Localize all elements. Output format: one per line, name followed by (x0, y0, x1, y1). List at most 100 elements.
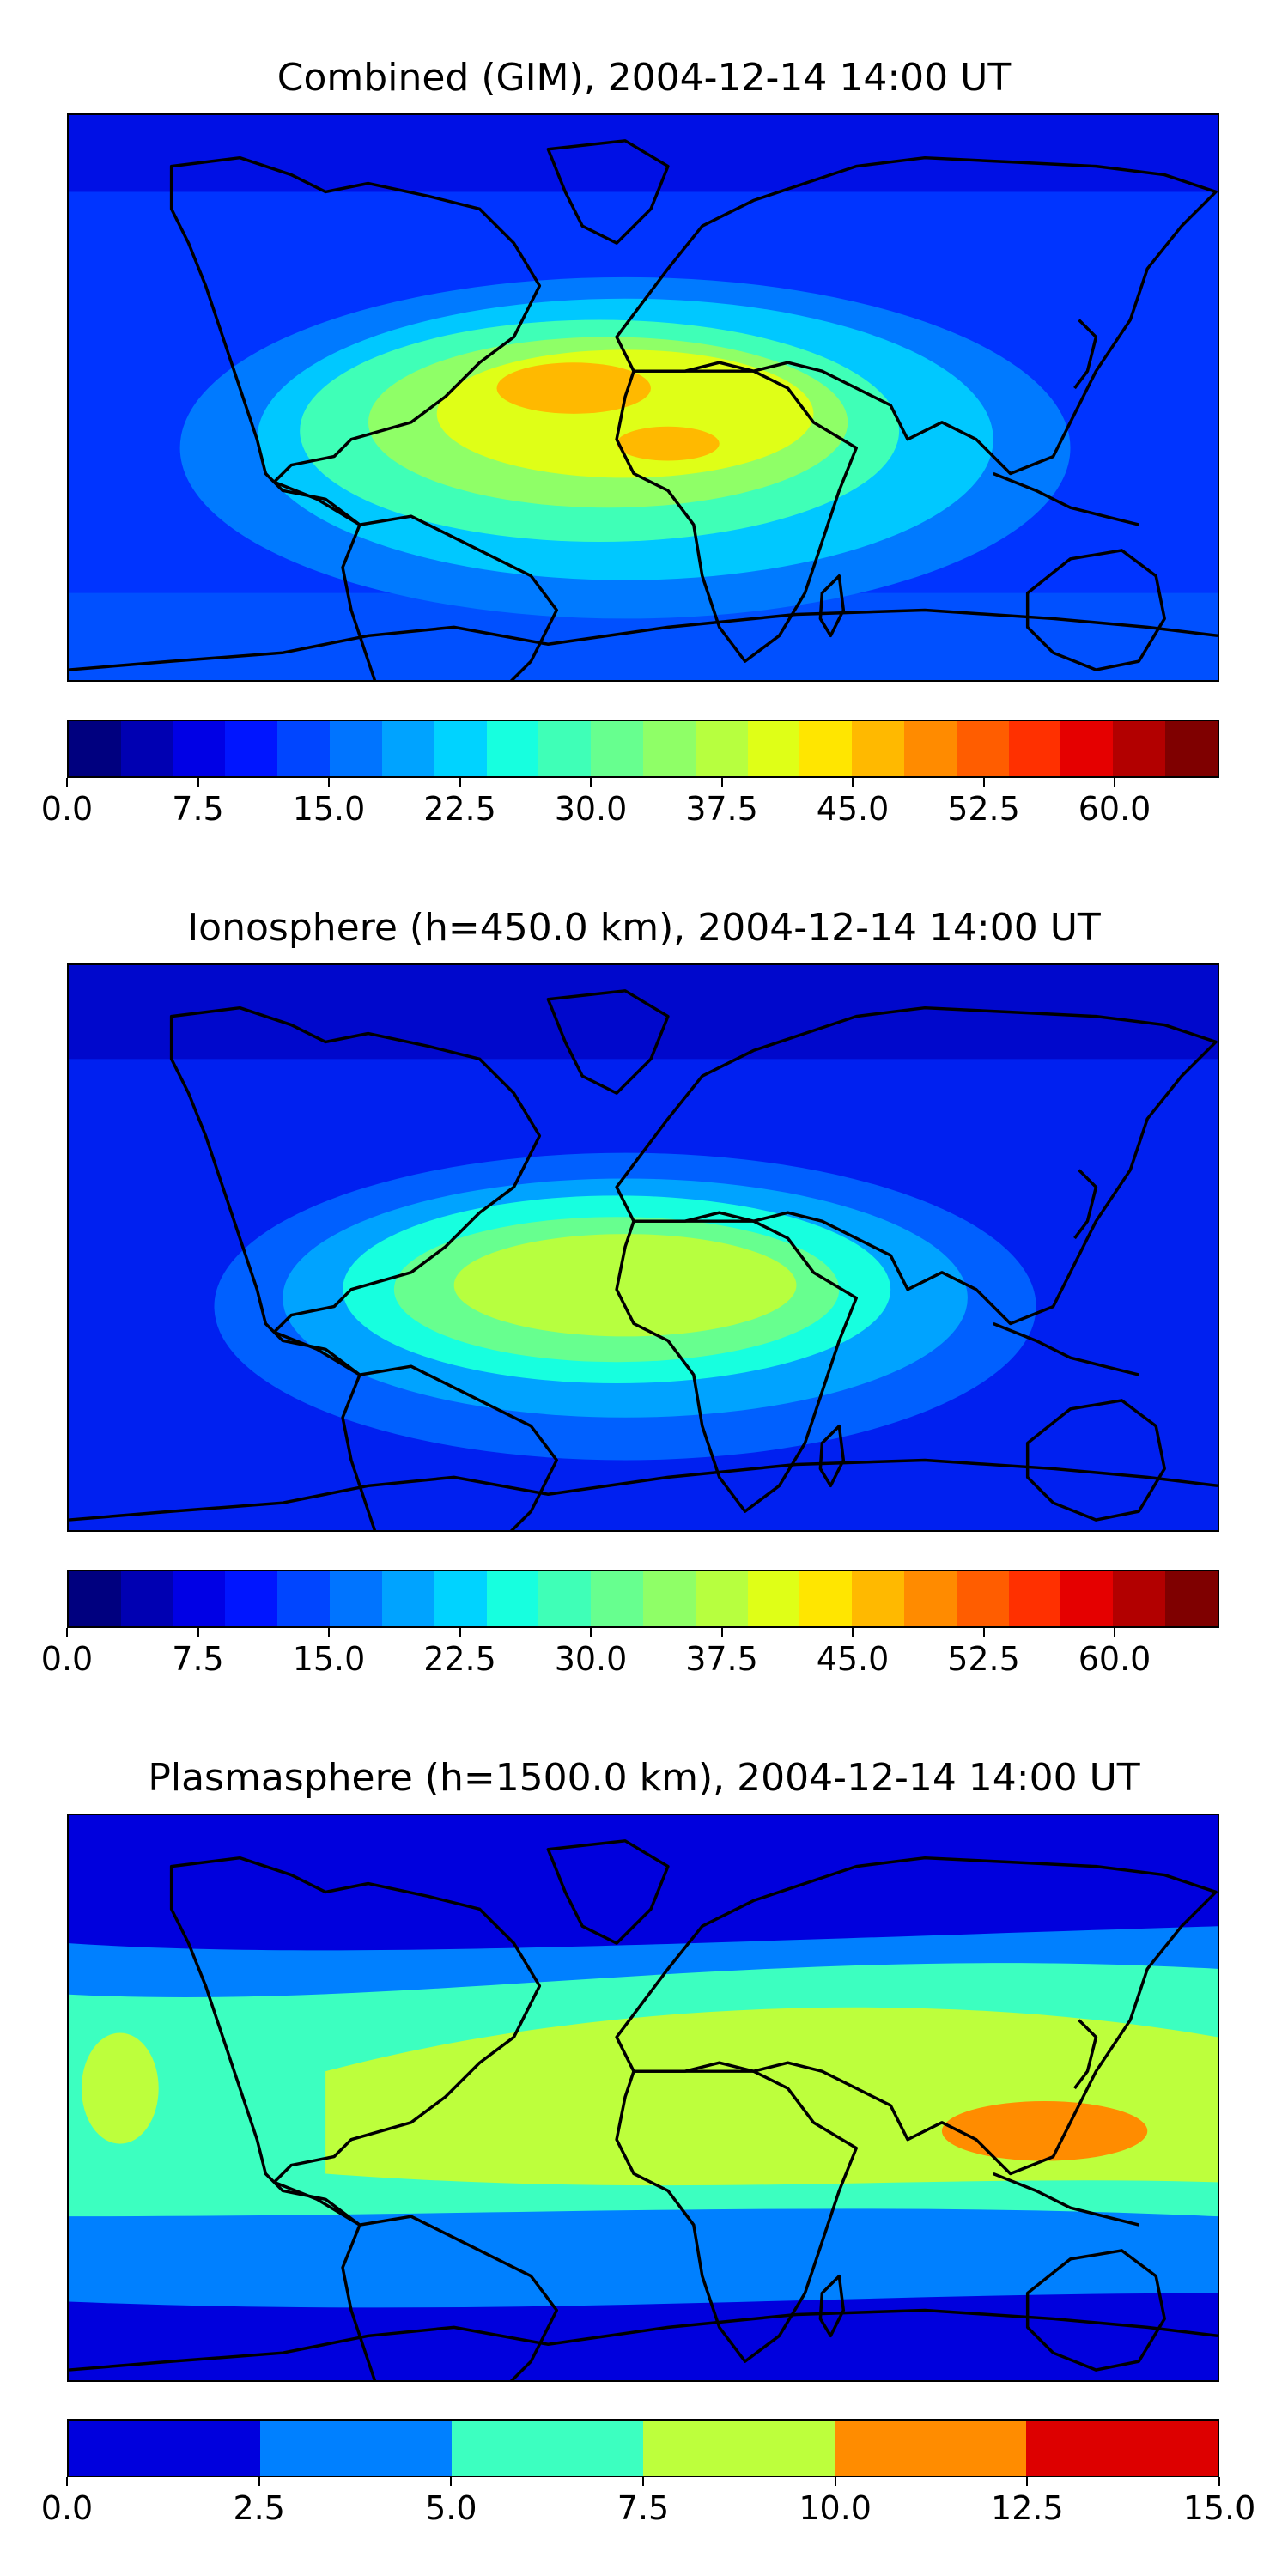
colorbar-tick (852, 778, 854, 787)
colorbar-segment (799, 721, 853, 776)
colorbar-tick-label: 60.0 (1078, 790, 1151, 828)
colorbar-tick (328, 1628, 330, 1637)
colorbar-tick-label: 52.5 (947, 1640, 1020, 1678)
colorbar-segment (642, 721, 696, 776)
colorbar-segment (434, 721, 487, 776)
colorbar-segment (1165, 721, 1218, 776)
colorbar-tick (590, 778, 592, 787)
colorbar-tick-label: 30.0 (554, 790, 628, 828)
colorbar-tick (1114, 778, 1115, 787)
map-ionosphere (67, 963, 1219, 1532)
colorbar-tick (852, 1628, 854, 1637)
colorbar-tick (834, 2477, 836, 2486)
colorbar-tick-label: 37.5 (685, 1640, 758, 1678)
colorbar-segment (69, 2421, 260, 2476)
colorbar-segment (747, 721, 800, 776)
colorbar-segment (434, 1571, 487, 1626)
colorbar-segment (486, 721, 539, 776)
colorbar-tick (197, 1628, 199, 1637)
colorbar-tick (328, 778, 330, 787)
colorbar-segment (260, 2421, 452, 2476)
colorbar-segment (695, 1571, 748, 1626)
colorbar-segment (486, 1571, 539, 1626)
colorbar-tick (720, 1628, 723, 1637)
colorbar-tick-label: 52.5 (947, 790, 1020, 828)
colorbar-segment (1008, 1571, 1061, 1626)
colorbar-tick (982, 1628, 985, 1637)
colorbar-segment (120, 721, 173, 776)
colorbar-segment (591, 1571, 643, 1626)
colorbar-segment (904, 721, 957, 776)
colorbar-segment (120, 1571, 173, 1626)
colorbar-tick (982, 778, 985, 787)
colorbar-tick (66, 2477, 68, 2486)
colorbar-tick-label: 7.5 (172, 790, 224, 828)
colorbar-tick-label: 30.0 (554, 1640, 628, 1678)
colorbar-tick-label: 15.0 (1182, 2489, 1256, 2527)
colorbar-segment (173, 721, 226, 776)
colorbar-tick (1114, 1628, 1115, 1637)
colorbar-tick (590, 1628, 592, 1637)
colorbar-segment (852, 1571, 904, 1626)
colorbar-tick-label: 45.0 (816, 1640, 890, 1678)
colorbar-tick-label: 60.0 (1078, 1640, 1151, 1678)
colorbar-segment (452, 2421, 643, 2476)
colorbar-tick-label: 7.5 (172, 1640, 224, 1678)
colorbar-tick (66, 1628, 68, 1637)
colorbar-tick-label: 10.0 (799, 2489, 872, 2527)
colorbar-segment (747, 1571, 800, 1626)
colorbar-segment (538, 721, 592, 776)
colorbar-segment (852, 721, 904, 776)
colorbar-tick (642, 2477, 644, 2486)
colorbar-segment (1060, 1571, 1114, 1626)
colorbar-tick (258, 2477, 260, 2486)
colorbar-tick (459, 778, 461, 787)
panel-title: Ionosphere (h=450.0 km), 2004-12-14 14:0… (187, 906, 1101, 950)
map-plasmasphere (67, 1814, 1219, 2382)
colorbar-ticks: 0.0 2.5 5.0 7.5 10.0 12.5 15.0 (41, 2477, 1255, 2527)
colorbar-segment (1026, 2421, 1218, 2476)
colorbar-segment (538, 1571, 592, 1626)
colorbar-ionosphere (67, 1570, 1219, 1628)
colorbar-tick-label: 7.5 (617, 2489, 670, 2527)
colorbar-plasmasphere (67, 2419, 1219, 2477)
colorbar-tick (720, 778, 723, 787)
colorbar-segment (591, 721, 643, 776)
colorbar-tick (1026, 2477, 1029, 2486)
colorbar-tick-label: 22.5 (423, 1640, 496, 1678)
colorbar-segment (643, 2421, 835, 2476)
colorbar-segment (173, 1571, 226, 1626)
colorbar-tick-label: 0.0 (40, 790, 94, 828)
colorbar-segment (642, 1571, 696, 1626)
colorbar-segment (277, 1571, 331, 1626)
colorbar-tick (459, 1628, 461, 1637)
colorbar-tick-label: 0.0 (40, 2489, 94, 2527)
colorbar-tick (66, 778, 68, 787)
colorbar-segment (330, 1571, 382, 1626)
colorbar-segment (69, 1571, 121, 1626)
colorbar-tick-label: 12.5 (991, 2489, 1064, 2527)
colorbar-segment (1060, 721, 1114, 776)
colorbar-combined (67, 720, 1219, 778)
colorbar-segment (956, 721, 1009, 776)
colorbar-tick-label: 45.0 (816, 790, 890, 828)
colorbar-ticks: 0.0 7.5 15.0 22.5 30.0 37.5 45.0 52.5 60.0 (41, 1628, 1219, 1678)
colorbar-segment (381, 1571, 434, 1626)
colorbar-tick (1218, 2477, 1220, 2486)
colorbar-tick (450, 2477, 453, 2486)
colorbar-segment (1113, 1571, 1166, 1626)
panel-title: Plasmasphere (h=1500.0 km), 2004-12-14 1… (148, 1756, 1140, 1800)
colorbar-segment (381, 721, 434, 776)
colorbar-ticks: 0.0 7.5 15.0 22.5 30.0 37.5 45.0 52.5 60.0 (41, 778, 1219, 828)
colorbar-segment (956, 1571, 1009, 1626)
colorbar-tick-label: 15.0 (292, 790, 366, 828)
colorbar-segment (1008, 721, 1061, 776)
panel-title: Combined (GIM), 2004-12-14 14:00 UT (276, 56, 1012, 100)
colorbar-segment (330, 721, 382, 776)
colorbar-tick-label: 2.5 (233, 2489, 285, 2527)
colorbar-segment (799, 1571, 853, 1626)
colorbar-tick-label: 0.0 (40, 1640, 94, 1678)
colorbar-tick-label: 5.0 (425, 2489, 477, 2527)
colorbar-segment (904, 1571, 957, 1626)
colorbar-segment (695, 721, 748, 776)
